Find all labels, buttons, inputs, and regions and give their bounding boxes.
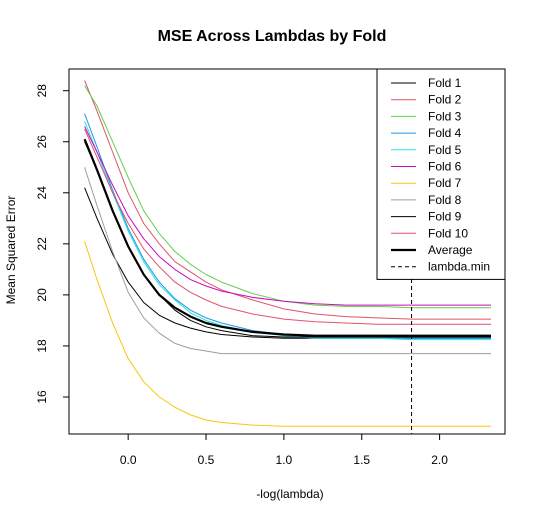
legend-label: Fold 8 <box>428 193 462 207</box>
legend-label: Fold 6 <box>428 160 462 174</box>
series-line-fold-8 <box>84 167 491 355</box>
y-axis-label: Mean Squared Error <box>4 196 18 305</box>
legend-label: Fold 2 <box>428 93 462 107</box>
legend-label: Fold 5 <box>428 143 462 157</box>
x-tick-label: 2.0 <box>431 453 448 467</box>
series-line-average <box>83 138 491 337</box>
plot-area <box>68 68 506 435</box>
legend-label: Fold 9 <box>428 210 462 224</box>
x-axis-label: -log(lambda) <box>256 487 323 501</box>
series-line-fold-6 <box>84 126 491 306</box>
y-tick-label: 28 <box>35 84 49 98</box>
legend-label: Average <box>428 243 473 257</box>
y-tick-label: 24 <box>35 186 49 200</box>
y-tick-label: 18 <box>35 339 49 353</box>
legend-label: lambda.min <box>428 260 490 274</box>
series-line-fold-5 <box>84 121 491 341</box>
x-axis: 0.0 0.5 1.0 1.5 2.0 <box>120 434 448 467</box>
x-tick-label: 0.0 <box>120 453 137 467</box>
x-tick-label: 1.5 <box>353 453 370 467</box>
series-line-fold-3 <box>84 85 491 309</box>
y-axis: 16 18 20 22 24 26 28 <box>35 84 69 404</box>
legend-label: Fold 4 <box>428 126 462 140</box>
legend-label: Fold 1 <box>428 76 462 90</box>
x-tick-label: 1.0 <box>276 453 293 467</box>
y-tick-label: 16 <box>35 390 49 404</box>
series-line-fold-10 <box>84 128 491 325</box>
y-tick-label: 20 <box>35 288 49 302</box>
y-tick-label: 26 <box>35 135 49 149</box>
legend-label: Fold 3 <box>428 109 462 123</box>
legend-label: Fold 10 <box>428 226 468 240</box>
legend: Fold 1 Fold 2 Fold 3 Fold 4 Fold 5 Fold 6 Fold… <box>376 68 506 280</box>
y-tick-label: 22 <box>35 237 49 251</box>
x-tick-label: 0.5 <box>198 453 215 467</box>
series-line-fold-2 <box>84 80 491 320</box>
legend-box <box>376 68 506 280</box>
chart-title: MSE Across Lambdas by Fold <box>158 28 387 45</box>
series-line-fold-7 <box>84 241 491 427</box>
legend-label: Fold 7 <box>428 176 462 190</box>
